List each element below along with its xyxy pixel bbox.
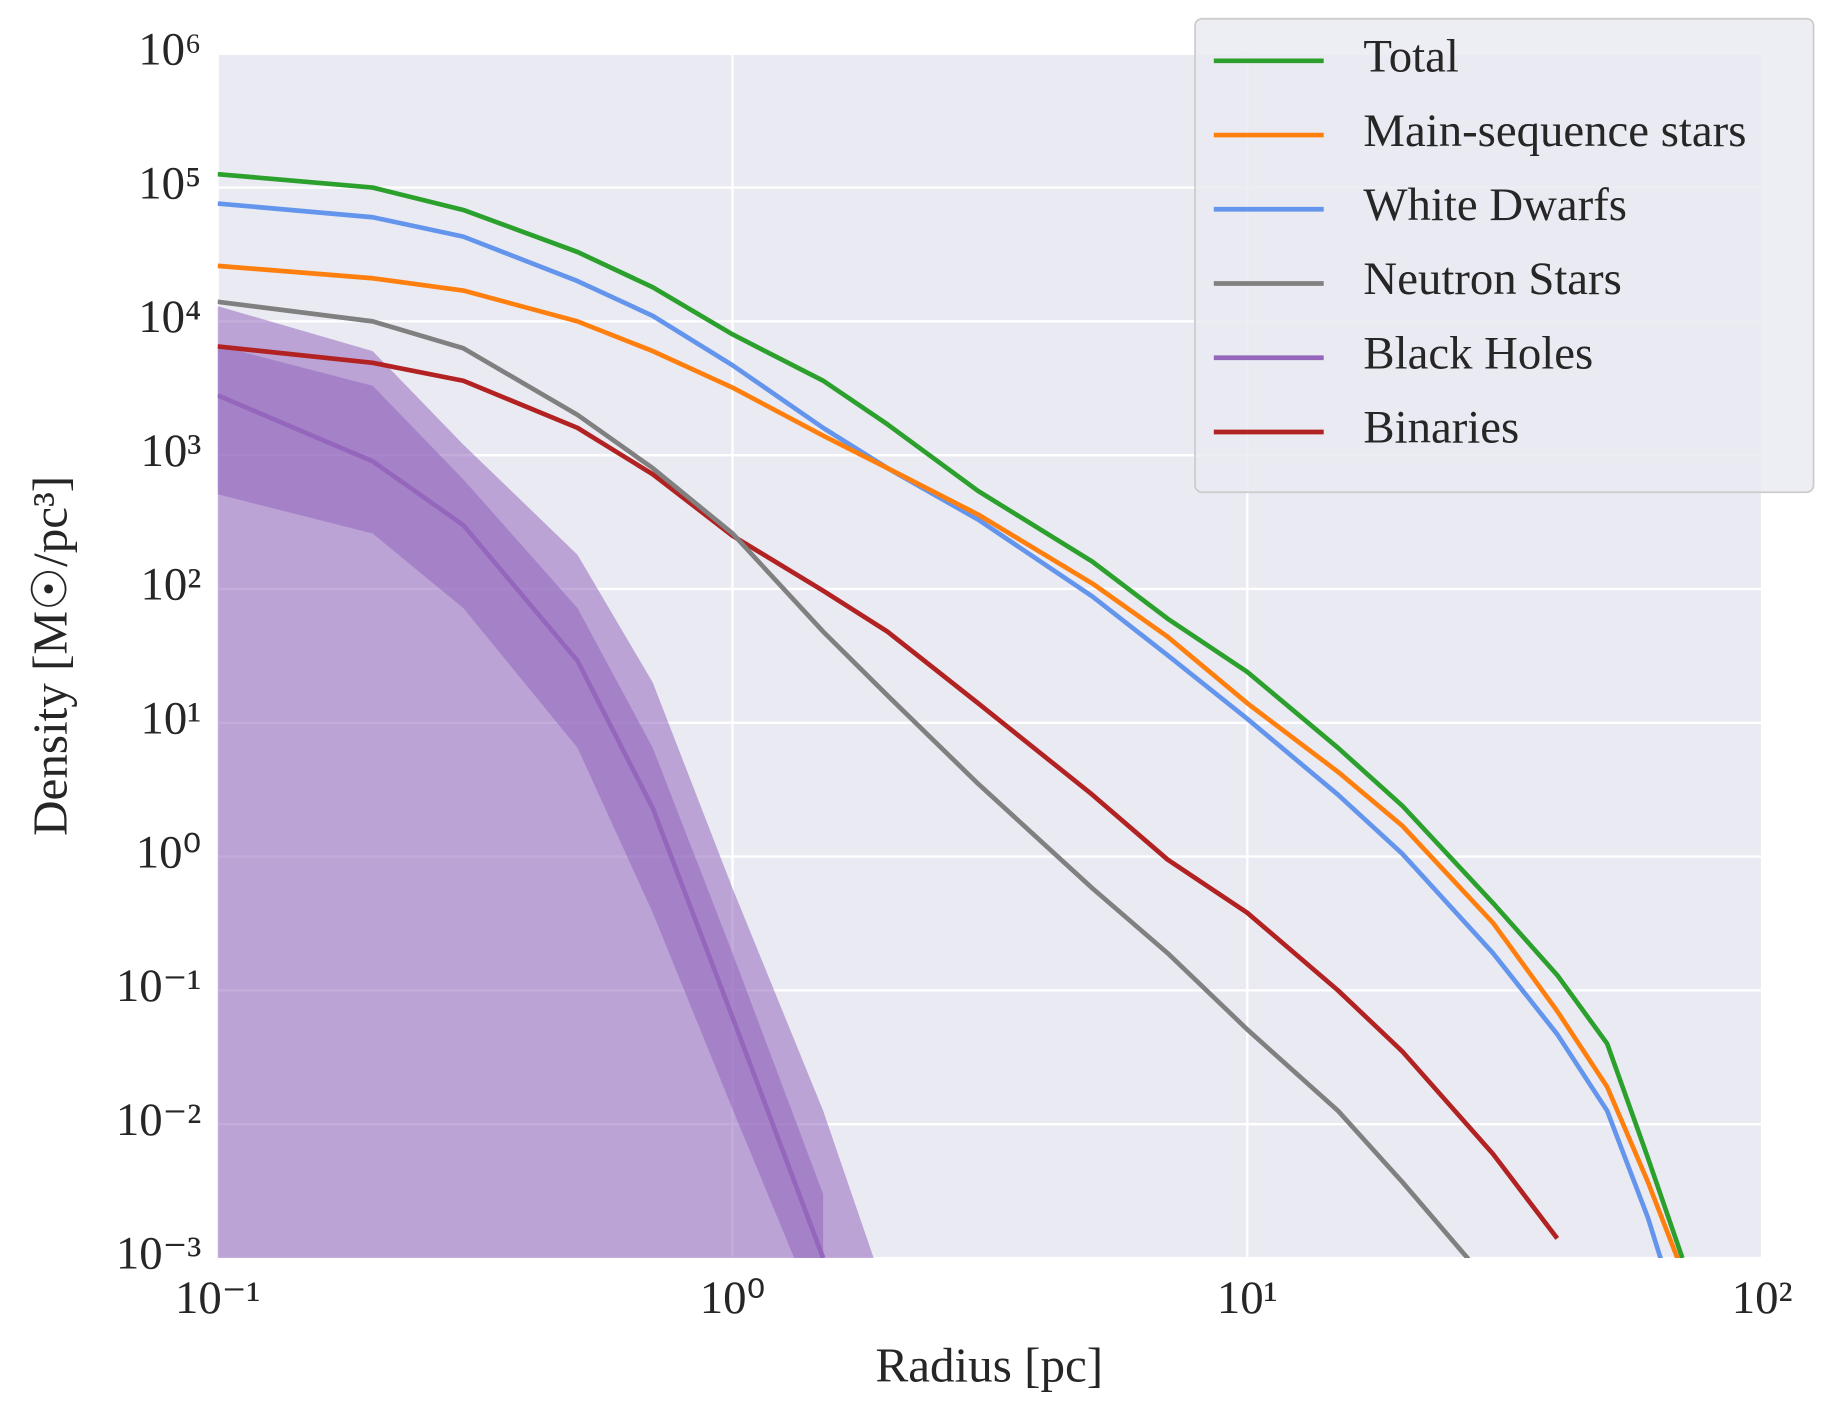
series-line <box>217 201 1663 1258</box>
y-tick-label: 10² <box>141 559 202 611</box>
plot <box>217 171 1685 1258</box>
series-line <box>217 299 1471 1258</box>
x-tick-label: 10⁻¹ <box>175 1272 260 1324</box>
x-tick-label: 10² <box>1732 1272 1793 1324</box>
x-axis-label: Radius [pc] <box>875 1337 1103 1392</box>
axes: 10⁻¹ 10⁰ 10¹ 10² 10⁻³ 10⁻² 10⁻¹ 10⁰ 10¹ 10² 10³ 10⁴… <box>116 24 1793 1325</box>
y-axis-label: Density [M☉/pc³] <box>22 476 77 836</box>
legend-box <box>1194 17 1815 494</box>
y-tick-label: 10⁴ <box>138 291 201 343</box>
y-tick-label: 10⁻¹ <box>116 960 201 1012</box>
x-tick-label: 10¹ <box>1217 1272 1278 1324</box>
inner-band <box>217 345 824 1258</box>
x-tick-label: 10⁰ <box>700 1272 766 1324</box>
legend-label: Binaries <box>1363 402 1519 454</box>
y-tick-label: 10³ <box>141 425 202 477</box>
y-tick-label: 10⁶ <box>138 24 201 76</box>
y-tick-label: 10¹ <box>141 693 202 745</box>
series-line <box>217 263 1680 1258</box>
y-tick-label: 10⁻² <box>116 1094 201 1146</box>
y-tick-label: 10⁵ <box>138 157 201 209</box>
series-line <box>217 393 826 1258</box>
series-line <box>217 344 1560 1240</box>
legend-label: Total <box>1363 31 1458 83</box>
legend-label: Main-sequence stars <box>1363 105 1746 157</box>
legend-label: White Dwarfs <box>1363 179 1627 231</box>
y-tick-label: 10⁻³ <box>116 1228 201 1280</box>
legend-label: Neutron Stars <box>1363 253 1621 305</box>
legend-label: Black Holes <box>1363 327 1593 379</box>
legend: Total Main-sequence stars White Dwarfs Neut… <box>1194 17 1815 494</box>
series-line <box>217 171 1685 1258</box>
y-tick-label: 10⁰ <box>136 826 201 878</box>
